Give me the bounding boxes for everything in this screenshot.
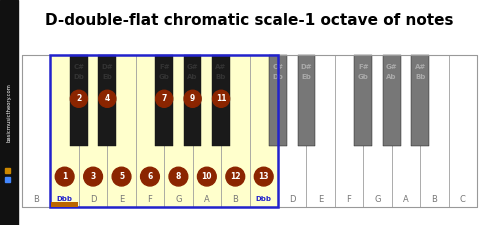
Bar [79, 55, 108, 207]
Bar [108, 55, 136, 207]
Text: 12: 12 [230, 172, 240, 181]
Text: 13: 13 [258, 172, 269, 181]
Bar [22, 55, 50, 207]
Bar [212, 55, 230, 146]
Text: B: B [33, 194, 39, 203]
Bar [70, 55, 88, 146]
Text: Db: Db [73, 74, 84, 80]
Bar [335, 55, 363, 207]
Bar [278, 55, 306, 207]
Text: D#: D# [101, 64, 113, 70]
Text: Bb: Bb [216, 74, 226, 80]
Circle shape [169, 167, 188, 186]
Circle shape [226, 167, 245, 186]
Text: G: G [374, 194, 381, 203]
Circle shape [184, 90, 201, 107]
Text: Gb: Gb [358, 74, 369, 80]
Text: D: D [289, 194, 295, 203]
Text: A: A [403, 194, 409, 203]
Text: Dbb: Dbb [57, 196, 72, 202]
Bar [298, 55, 315, 146]
Bar [363, 55, 392, 207]
Text: A#: A# [216, 64, 227, 70]
Text: 8: 8 [176, 172, 181, 181]
Bar [164, 55, 192, 207]
Text: basicmusictheory.com: basicmusictheory.com [7, 83, 12, 142]
Circle shape [156, 90, 173, 107]
Bar [354, 55, 372, 146]
Bar [156, 55, 173, 146]
Bar [221, 55, 250, 207]
Bar [192, 55, 221, 207]
Text: Ab: Ab [187, 74, 198, 80]
Bar [98, 55, 116, 146]
Text: Eb: Eb [301, 74, 312, 80]
Bar [5, 177, 10, 182]
Circle shape [254, 167, 273, 186]
Text: 7: 7 [161, 94, 167, 103]
Bar [250, 55, 278, 207]
Text: Eb: Eb [102, 74, 112, 80]
Text: D: D [90, 194, 96, 203]
Bar [269, 55, 287, 146]
Bar [411, 55, 429, 146]
Text: 5: 5 [119, 172, 124, 181]
Text: C#: C# [273, 64, 283, 70]
Circle shape [84, 167, 102, 186]
Text: 10: 10 [202, 172, 212, 181]
Text: Ab: Ab [386, 74, 397, 80]
Text: A: A [204, 194, 210, 203]
Text: 1: 1 [62, 172, 67, 181]
Bar [22, 55, 477, 207]
Bar [0, 0, 18, 225]
Text: F: F [147, 194, 153, 203]
Text: C#: C# [73, 64, 84, 70]
Text: Dbb: Dbb [256, 196, 272, 202]
Text: E: E [119, 194, 124, 203]
Text: B: B [232, 194, 238, 203]
Circle shape [213, 90, 229, 107]
Bar [184, 55, 202, 146]
Text: C: C [460, 194, 466, 203]
Text: B: B [432, 194, 437, 203]
Text: 2: 2 [76, 94, 82, 103]
Circle shape [99, 90, 116, 107]
Bar [50, 55, 79, 207]
Bar [449, 55, 477, 207]
Text: A#: A# [415, 64, 426, 70]
Text: 11: 11 [216, 94, 226, 103]
Text: Gb: Gb [159, 74, 169, 80]
Bar [50, 55, 278, 207]
Text: G#: G# [187, 64, 198, 70]
Text: 9: 9 [190, 94, 195, 103]
Circle shape [112, 167, 131, 186]
Bar [306, 55, 335, 207]
Text: Bb: Bb [415, 74, 425, 80]
Bar [51, 202, 78, 207]
Bar [392, 55, 420, 207]
Text: 4: 4 [105, 94, 110, 103]
Bar [136, 55, 164, 207]
Circle shape [141, 167, 159, 186]
Text: 3: 3 [90, 172, 96, 181]
Text: G#: G# [386, 64, 397, 70]
Text: E: E [318, 194, 323, 203]
Text: 6: 6 [147, 172, 153, 181]
Bar [420, 55, 449, 207]
Text: D#: D# [300, 64, 312, 70]
Bar [5, 168, 10, 173]
Circle shape [197, 167, 216, 186]
Text: D-double-flat chromatic scale-1 octave of notes: D-double-flat chromatic scale-1 octave o… [45, 13, 453, 28]
Circle shape [55, 167, 74, 186]
Circle shape [71, 90, 87, 107]
Text: F#: F# [159, 64, 169, 70]
Bar [383, 55, 400, 146]
Text: G: G [175, 194, 181, 203]
Text: F#: F# [358, 64, 369, 70]
Text: Db: Db [273, 74, 283, 80]
Text: F: F [347, 194, 351, 203]
